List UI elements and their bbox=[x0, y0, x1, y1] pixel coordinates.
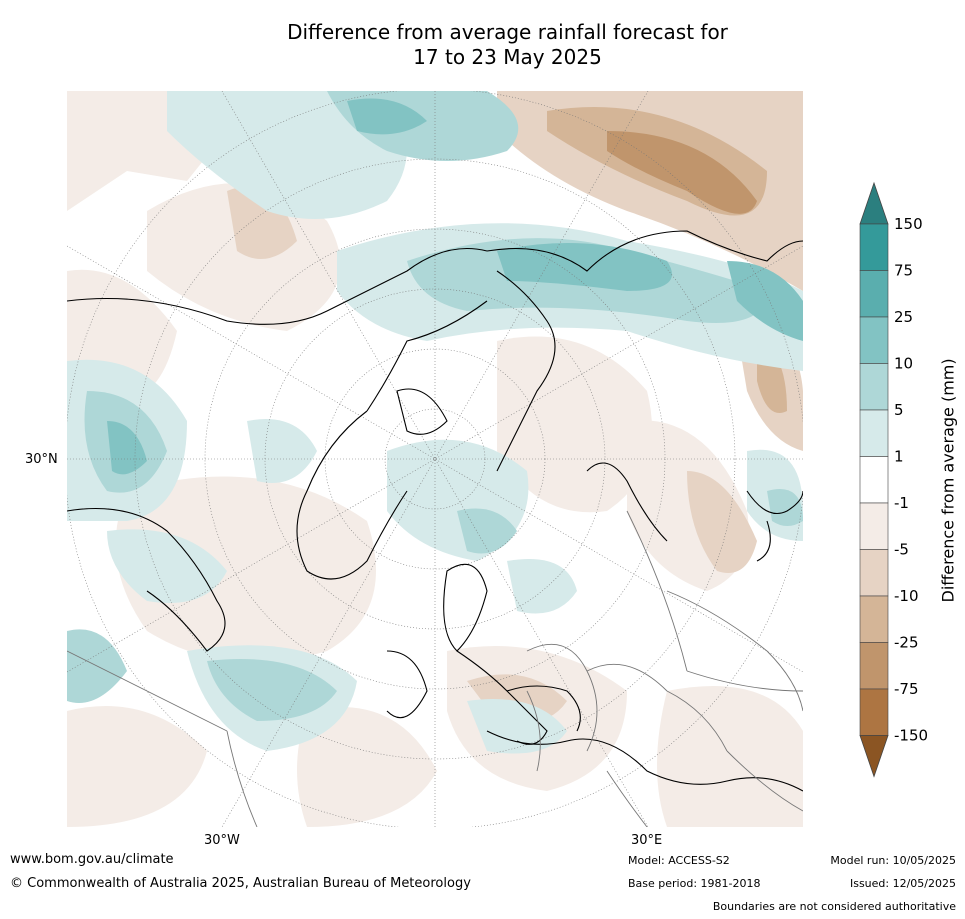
colorbar-tick-label: 75 bbox=[894, 262, 913, 280]
colorbar: 150 75 25 10 5 1 -1 -5 -10 -25 -75 -150 bbox=[855, 180, 965, 790]
map-canvas bbox=[67, 91, 803, 827]
model-run: Model run: 10/05/2025 bbox=[830, 854, 956, 867]
colorbar-segment bbox=[859, 363, 889, 411]
colorbar-svg: 150 75 25 10 5 1 -1 -5 -10 -25 -75 -150 bbox=[859, 181, 928, 778]
colorbar-tick-label: 25 bbox=[894, 308, 913, 326]
colorbar-segment bbox=[859, 642, 889, 690]
colorbar-segment bbox=[859, 223, 889, 271]
lon-label-30e: 30°E bbox=[631, 833, 663, 848]
colorbar-segment bbox=[859, 270, 889, 318]
colorbar-tick-label: -1 bbox=[894, 494, 909, 512]
colorbar-segment bbox=[859, 502, 889, 550]
colorbar-tick-label: -5 bbox=[894, 541, 909, 559]
lon-label-30w: 30°W bbox=[204, 833, 240, 848]
colorbar-extend-max bbox=[859, 181, 889, 225]
colorbar-label: Difference from average (mm) bbox=[938, 358, 958, 603]
colorbar-tick-label: -25 bbox=[894, 634, 919, 652]
colorbar-segment bbox=[859, 409, 889, 457]
colorbar-segment bbox=[859, 316, 889, 364]
colorbar-tick-label: 150 bbox=[894, 215, 923, 233]
wet-anomaly-areas bbox=[67, 91, 803, 754]
colorbar-segment bbox=[859, 456, 889, 504]
colorbar-tick-label: 5 bbox=[894, 401, 904, 419]
base-period: Base period: 1981-2018 bbox=[628, 877, 761, 890]
disclaimer: Boundaries are not considered authoritat… bbox=[712, 900, 956, 913]
colorbar-tick-label: 10 bbox=[894, 355, 913, 373]
colorbar-tick-label: -10 bbox=[894, 587, 919, 605]
colorbar-extend-min bbox=[859, 735, 889, 778]
colorbar-tick-label: -150 bbox=[894, 727, 928, 745]
issued-date: Issued: 12/05/2025 bbox=[849, 877, 956, 890]
copyright: © Commonwealth of Australia 2025, Austra… bbox=[10, 876, 471, 891]
colorbar-segment bbox=[859, 595, 889, 643]
website-link[interactable]: www.bom.gov.au/climate bbox=[10, 852, 174, 867]
colorbar-segment bbox=[859, 688, 889, 736]
title-line-1: Difference from average rainfall forecas… bbox=[287, 20, 728, 44]
title-line-2: 17 to 23 May 2025 bbox=[413, 45, 602, 69]
country-borders bbox=[67, 510, 803, 827]
model-info: Model: ACCESS-S2 bbox=[628, 854, 730, 867]
colorbar-segment bbox=[859, 549, 889, 597]
rainfall-map[interactable] bbox=[67, 91, 803, 827]
colorbar-tick-label: -75 bbox=[894, 680, 919, 698]
colorbar-tick-label: 1 bbox=[894, 448, 904, 466]
coastlines bbox=[67, 230, 803, 792]
map-title: Difference from average rainfall forecas… bbox=[200, 20, 815, 70]
lat-label-30n: 30°N bbox=[25, 452, 58, 467]
